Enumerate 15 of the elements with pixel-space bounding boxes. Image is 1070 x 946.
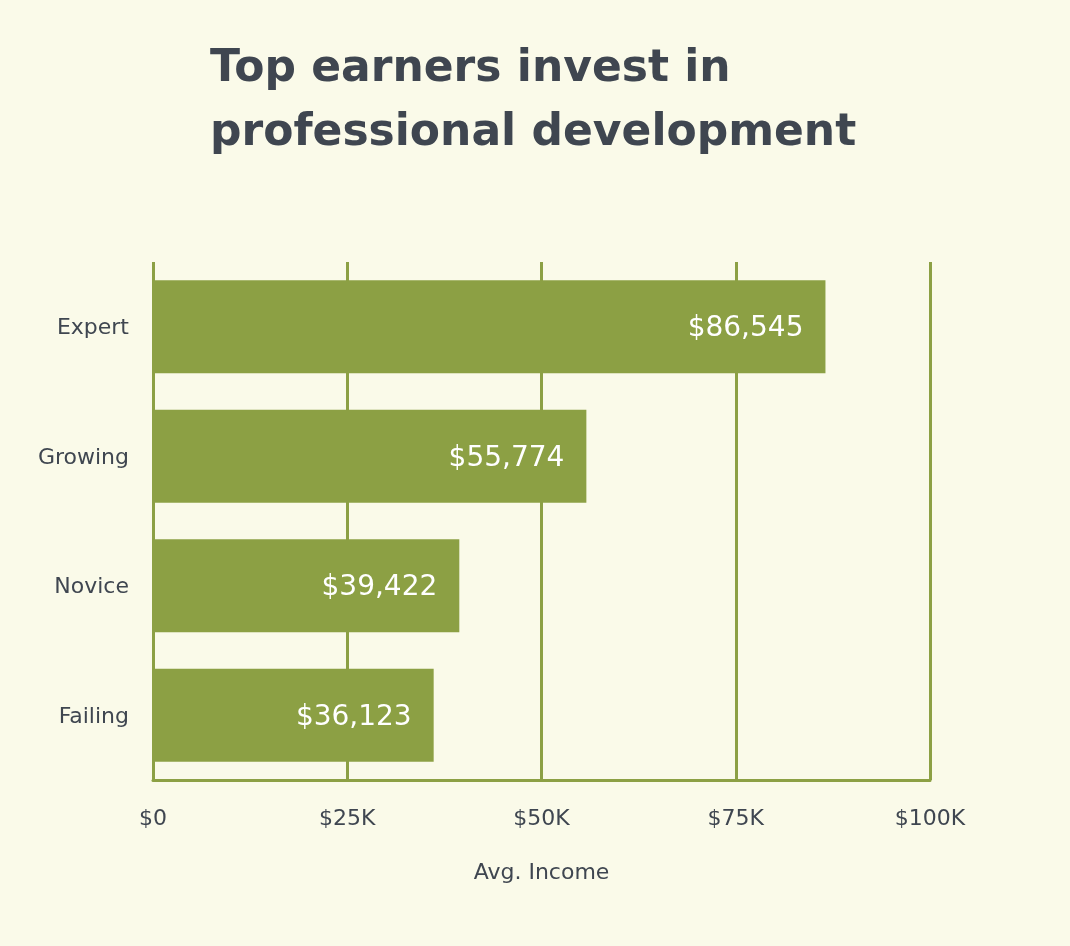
x-tick-label: $50K [513,804,571,830]
y-tick-label: Novice [54,573,129,599]
y-tick-label: Failing [58,702,129,728]
y-tick-label: Expert [56,314,130,340]
y-tick-label: Growing [37,443,129,469]
data-label: $39,422 [321,569,438,603]
chart-title: Top earners invest in professional development [210,39,857,155]
data-label: $55,774 [448,439,565,473]
x-tick-label: $75K [707,804,765,830]
data-label: $86,545 [687,310,804,344]
x-tick-label: $25K [319,804,377,830]
x-axis-title: Avg. Income [473,858,610,884]
data-label: $36,123 [295,698,412,732]
x-tick-label: $0 [139,804,167,830]
x-tick-label: $100K [894,804,966,830]
